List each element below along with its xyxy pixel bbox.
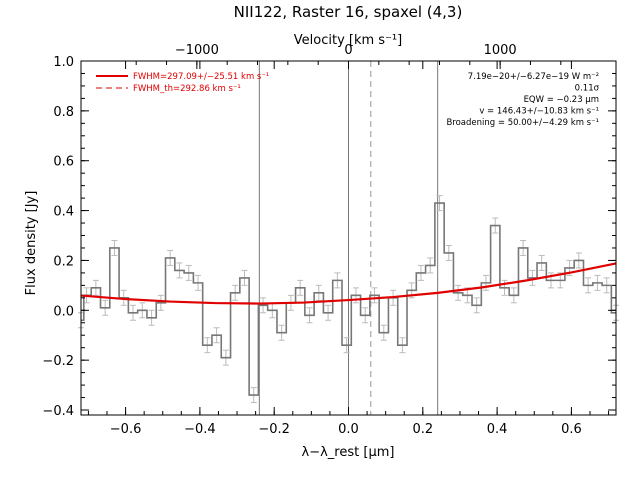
top-tick-label: 1000 (484, 43, 517, 58)
x-tick-label: 0.2 (412, 422, 433, 437)
top-tick-label: 0 (344, 43, 352, 58)
x-tick-label: 0.4 (487, 422, 508, 437)
annotation-line-3: v = 146.43+/−10.83 km s⁻¹ (479, 107, 599, 117)
legend-label-0: FWHM=297.09+/−25.51 km s⁻¹ (133, 72, 269, 82)
x-tick-label: −0.2 (258, 422, 290, 437)
y-tick-label: −0.2 (42, 354, 74, 369)
y-tick-label: 1.0 (53, 55, 74, 70)
x-axis-label: λ−λ_rest [μm] (302, 445, 395, 460)
annotation-line-4: Broadening = 50.00+/−4.29 km s⁻¹ (446, 118, 599, 128)
plot-area (78, 61, 619, 415)
annotation-line-2: EQW = −0.23 μm (524, 95, 599, 105)
top-axis-label: Velocity [km s⁻¹] (294, 33, 402, 48)
chart-title: NII122, Raster 16, spaxel (4,3) (234, 3, 463, 21)
y-tick-label: 0.0 (53, 304, 74, 319)
y-tick-label: 0.8 (53, 105, 74, 120)
annotation-line-1: 0.11σ (575, 84, 600, 94)
y-tick-label: 0.2 (53, 254, 74, 269)
top-tick-label: −1000 (175, 43, 219, 58)
x-tick-label: 0.6 (561, 422, 582, 437)
y-tick-label: −0.4 (42, 404, 74, 419)
spectrum-steps (81, 202, 616, 396)
x-tick-label: 0.0 (338, 422, 359, 437)
y-tick-label: 0.4 (53, 205, 74, 220)
legend-label-1: FWHM_th=292.86 km s⁻¹ (133, 84, 241, 94)
x-tick-label: −0.6 (110, 422, 142, 437)
legend: FWHM=297.09+/−25.51 km s⁻¹ FWHM_th=292.86… (96, 72, 269, 94)
annotation-line-0: 7.19e−20+/−6.27e−19 W m⁻² (468, 72, 599, 82)
fit-curve (80, 262, 617, 305)
y-tick-label: 0.6 (53, 155, 74, 170)
x-tick-label: −0.4 (184, 422, 216, 437)
y-axis-label: Flux density [Jy] (24, 191, 39, 296)
